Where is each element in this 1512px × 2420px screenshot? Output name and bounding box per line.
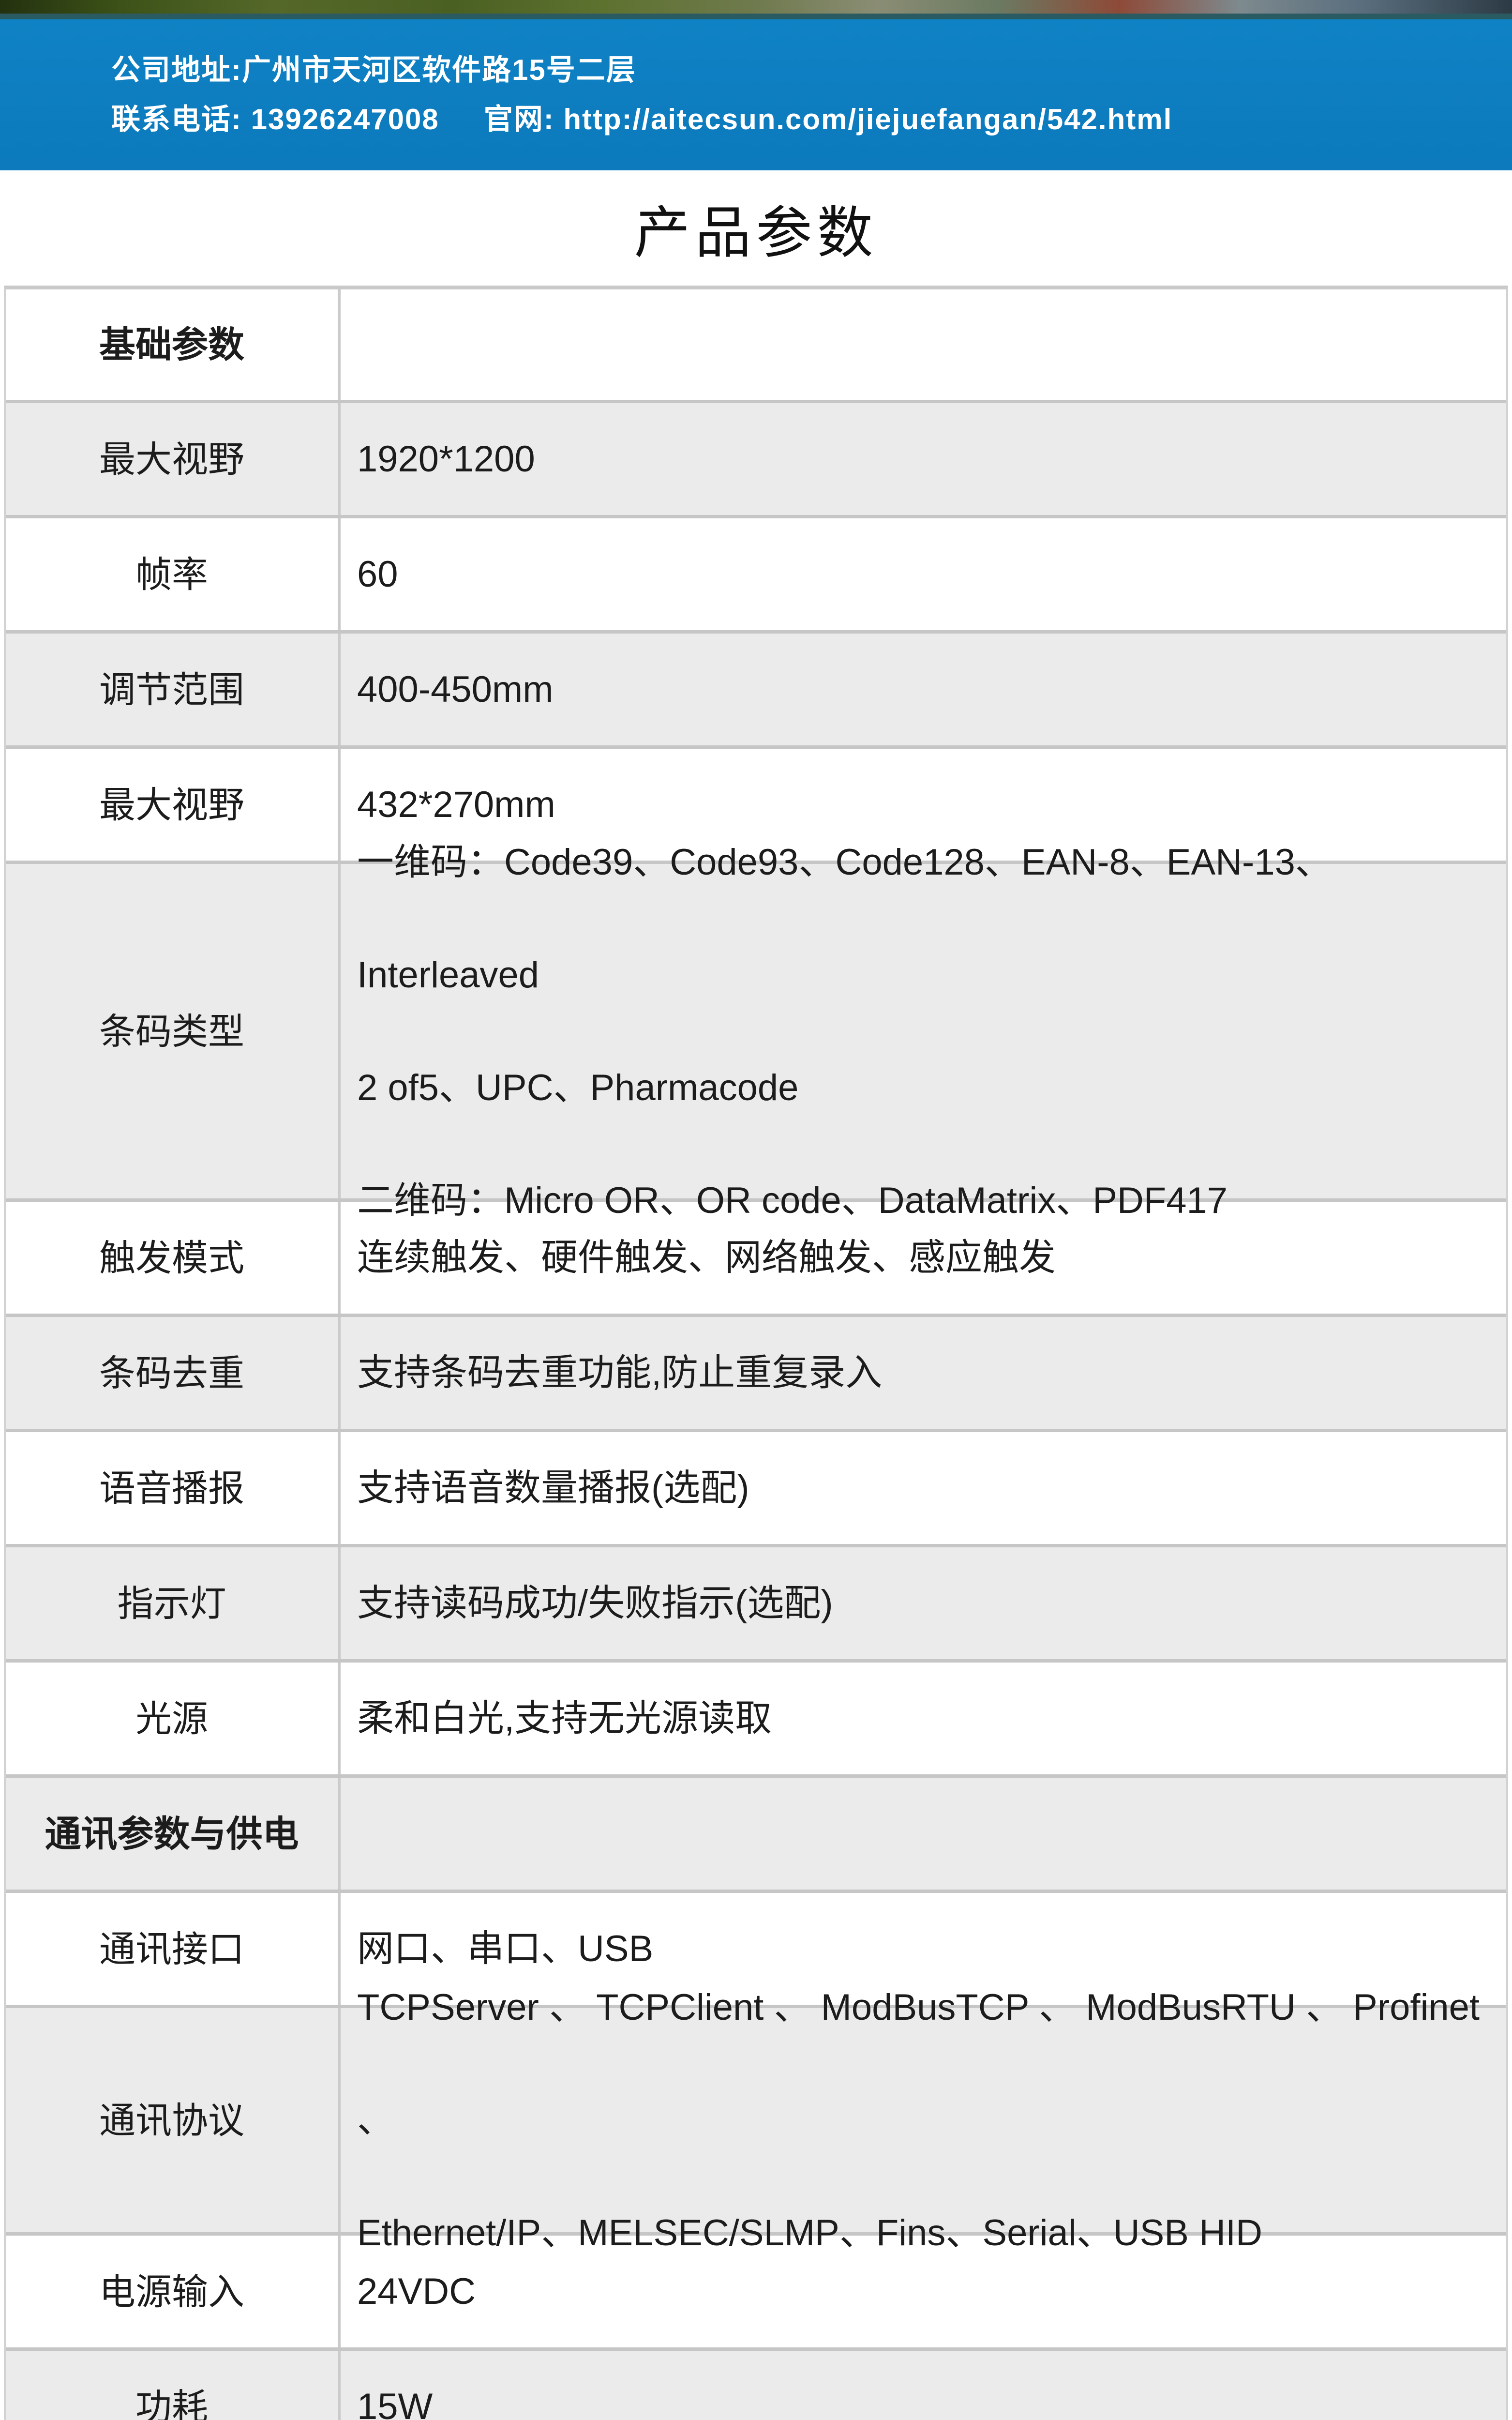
table-row: 最大视野 1920*1200 [6,400,1506,515]
table-row: 光源 柔和白光,支持无光源读取 [6,1659,1506,1774]
banner-spacer [439,101,484,138]
row-label: 帧率 [6,518,341,630]
table-row-barcode-types: 条码类型 一维码：Code39、Code93、Code128、EAN-8、EAN… [6,841,1506,1221]
table-row: 最大视野 432*270mm [6,745,1506,861]
contact-banner: 公司地址:广州市天河区软件路15号二层 联系电话: 13926247008 官网… [0,14,1512,170]
page-title: 产品参数 [634,201,878,264]
company-address: 公司地址:广州市天河区软件路15号二层 [111,54,636,86]
table-row: 帧率 60 [6,515,1506,630]
contact-phone: 联系电话: 13926247008 [111,103,439,136]
table-row-protocols: 通讯协议 TCPServer 、 TCPClient 、 ModBusTCP 、… [6,1987,1506,2254]
table-row: 电源输入 24VDC [6,2232,1506,2347]
row-value [341,289,1506,400]
row-label: 通讯接口 [6,1893,341,2005]
row-label: 条码类型 [6,864,341,1198]
product-spec-table: 基础参数 最大视野 1920*1200 帧率 60 调节范围 400-450mm… [4,286,1508,2420]
row-label: 基础参数 [6,289,341,400]
website-url: 官网: http://aitecsun.com/jiejuefangan/542… [483,103,1173,136]
row-value: 连续触发、硬件触发、网络触发、感应触发 [357,1237,1056,1278]
row-label: 指示灯 [6,1547,341,1659]
row-value: 支持条码去重功能,防止重复录入 [357,1352,883,1393]
row-value: 柔和白光,支持无光源读取 [357,1698,772,1739]
row-label: 触发模式 [6,1202,341,1314]
row-value: 支持读码成功/失败指示(选配) [357,1583,833,1624]
row-label: 功耗 [6,2351,341,2420]
row-value: 网口、串口、USB [357,1928,654,1969]
row-label: 通讯参数与供电 [6,1778,341,1890]
table-row-section-comm: 通讯参数与供电 [6,1774,1506,1890]
row-value [341,1778,1506,1890]
title-section: 产品参数 [0,170,1512,286]
table-row: 通讯接口 网口、串口、USB [6,1890,1506,2005]
row-value: 1920*1200 [357,439,535,480]
row-value: 一维码：Code39、Code93、Code128、EAN-8、EAN-13、I… [357,841,1332,1221]
row-label: 条码去重 [6,1317,341,1429]
table-row: 功耗 15W [6,2347,1506,2420]
row-value: 15W [357,2386,433,2420]
row-value: 24VDC [357,2271,476,2312]
table-row: 语音播报 支持语音数量播报(选配) [6,1429,1506,1544]
row-value: 60 [357,554,398,595]
row-label: 最大视野 [6,749,341,861]
table-row: 条码去重 支持条码去重功能,防止重复录入 [6,1314,1506,1429]
table-row-section-basic: 基础参数 [6,289,1506,400]
row-value: 400-450mm [357,669,554,710]
row-value: 432*270mm [357,784,555,825]
table-row: 触发模式 连续触发、硬件触发、网络触发、感应触发 [6,1198,1506,1314]
table-row: 调节范围 400-450mm [6,630,1506,745]
top-photo-strip [0,0,1512,14]
table-row: 指示灯 支持读码成功/失败指示(选配) [6,1544,1506,1659]
row-label: 语音播报 [6,1432,341,1544]
contact-line: 联系电话: 13926247008 官网: http://aitecsun.co… [111,101,1512,138]
row-label: 电源输入 [6,2236,341,2347]
row-label: 最大视野 [6,403,341,515]
row-label: 通讯协议 [6,2008,341,2232]
row-label: 光源 [6,1663,341,1774]
row-value: 支持语音数量播报(选配) [357,1467,749,1509]
row-label: 调节范围 [6,634,341,745]
row-value: TCPServer 、 TCPClient 、 ModBusTCP 、 ModB… [357,1987,1480,2254]
